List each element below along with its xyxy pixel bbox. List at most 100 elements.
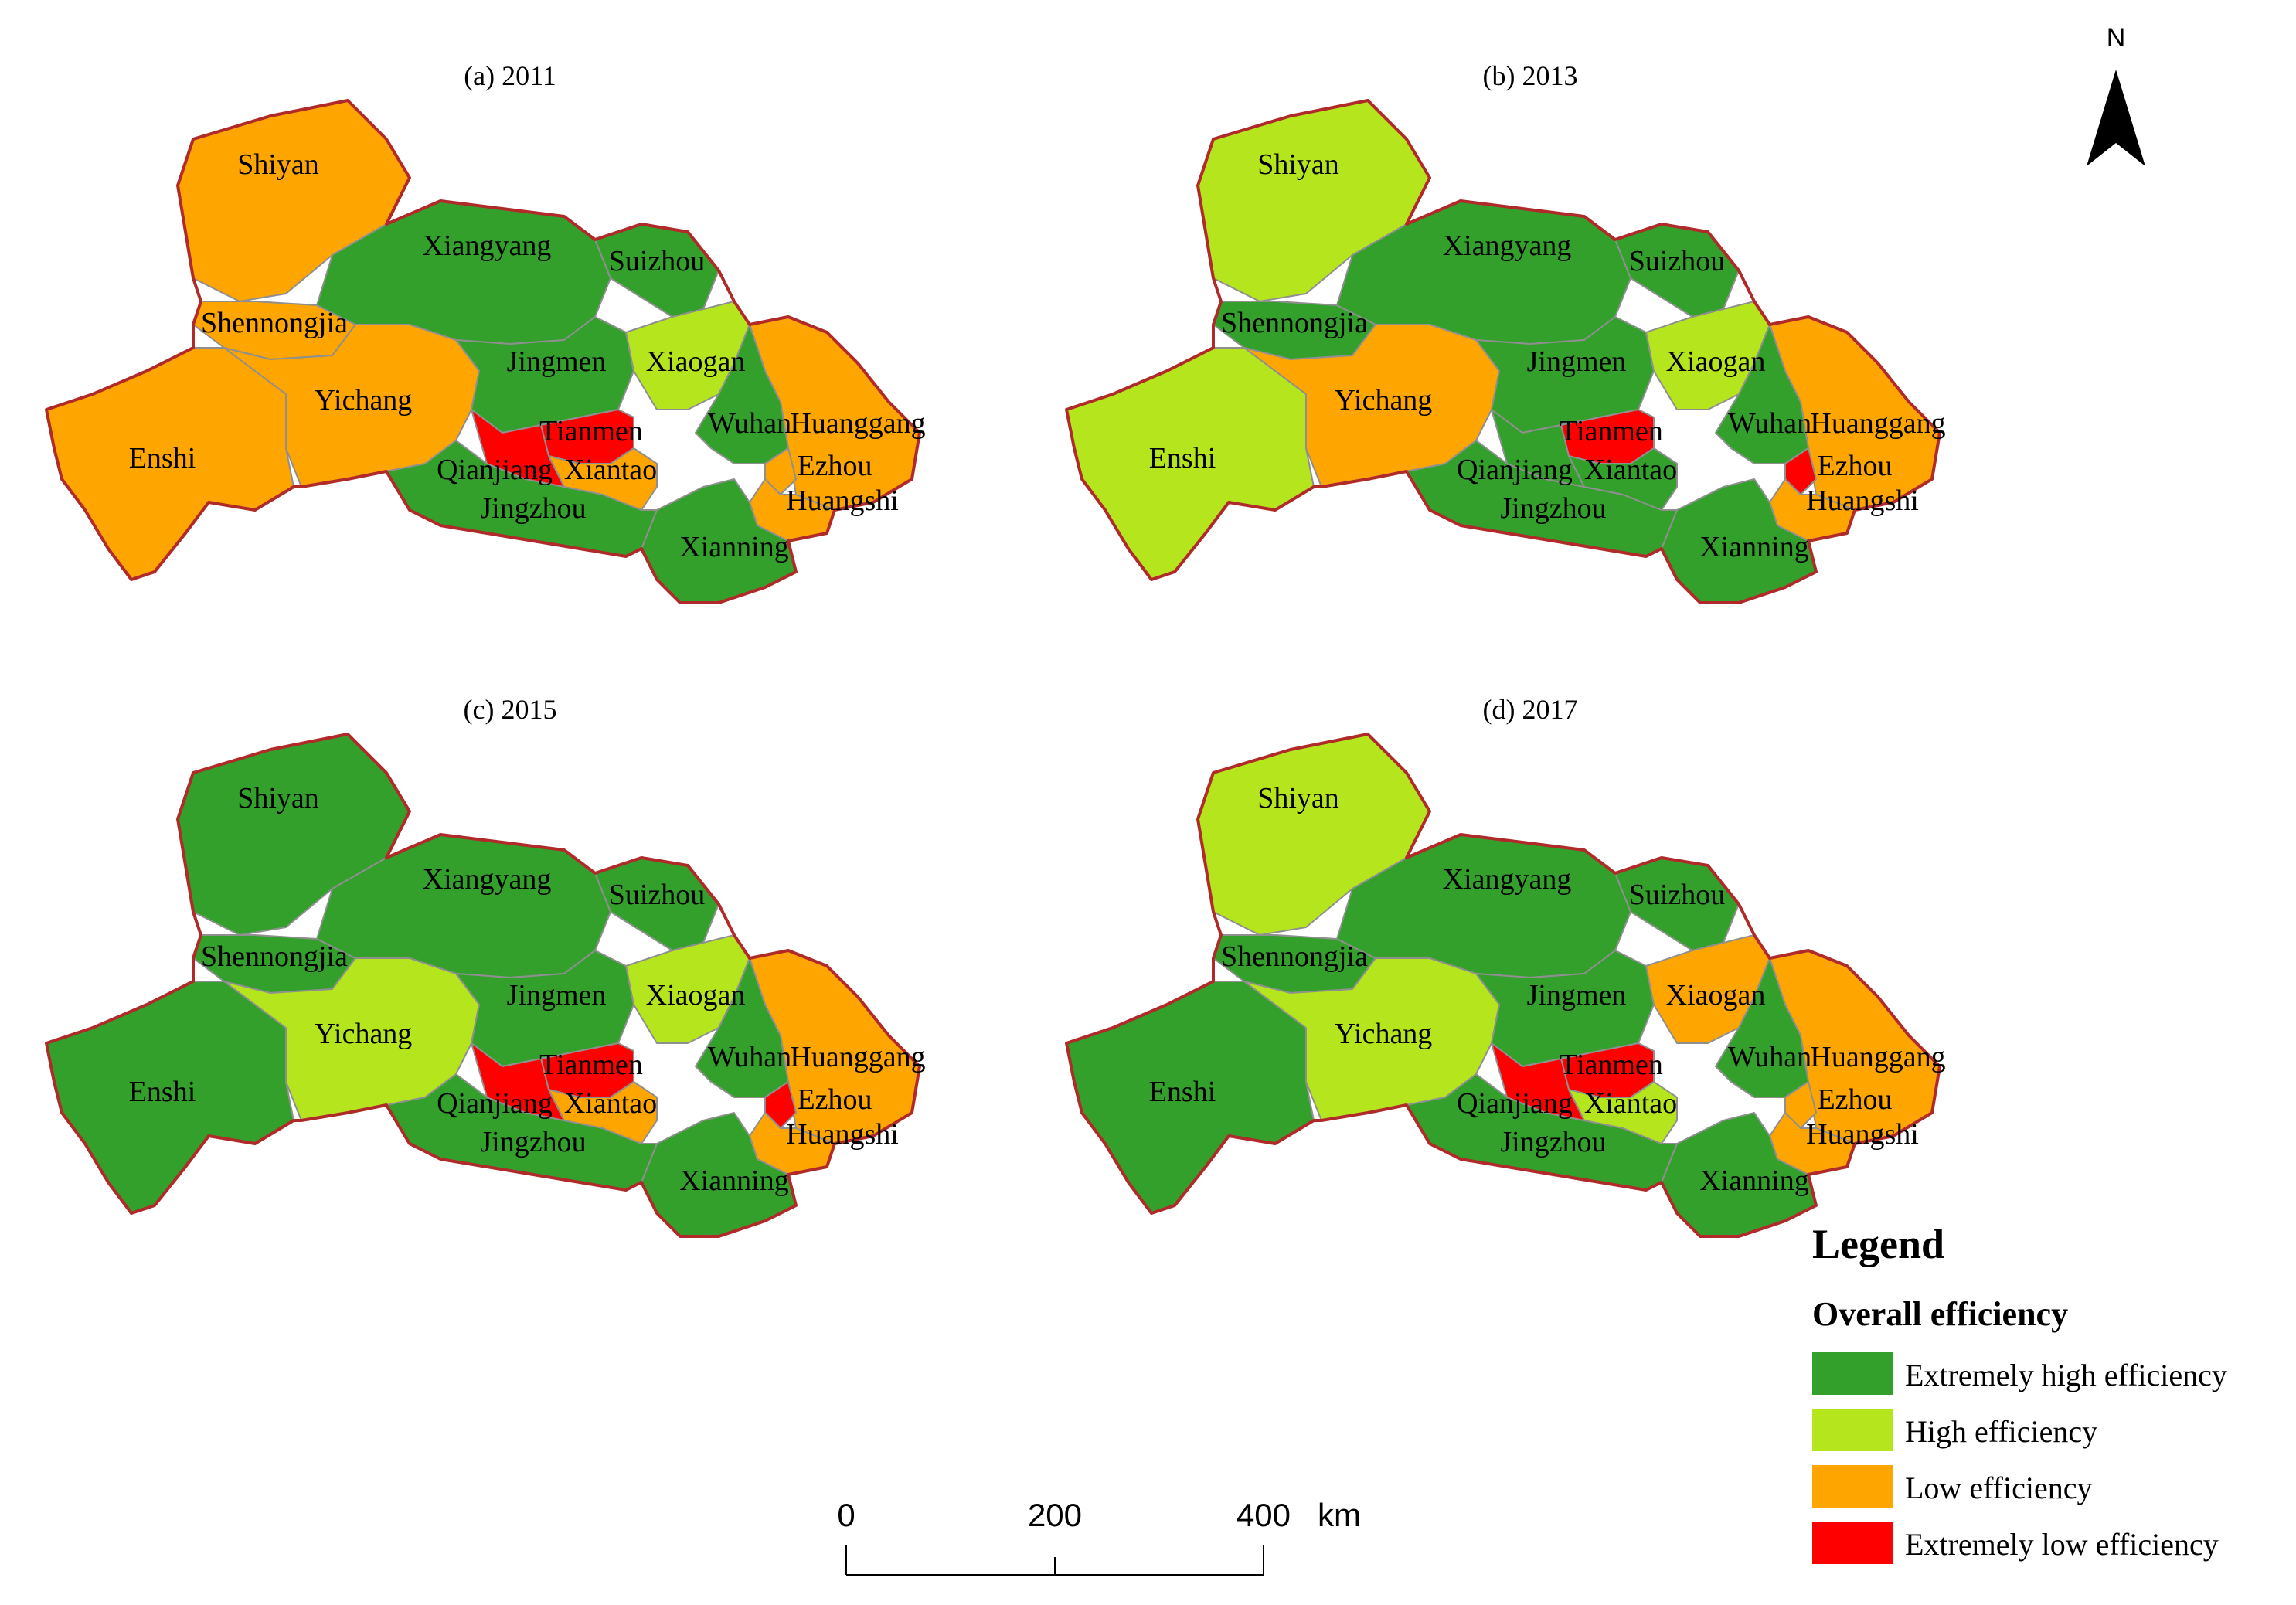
region-label-xiangyang: Xiangyang (423, 230, 552, 262)
region-label-xianning: Xianning (679, 531, 788, 563)
legend-label-low: Low efficiency (1905, 1471, 2092, 1505)
region-label-suizhou: Suizhou (609, 879, 706, 911)
legend-swatch-high (1812, 1409, 1893, 1451)
region-label-enshi: Enshi (129, 1076, 196, 1108)
region-label-huanggang: Huanggang (1810, 407, 1945, 440)
region-label-jingzhou: Jingzhou (1500, 1126, 1606, 1158)
region-label-yichang: Yichang (1335, 1018, 1433, 1050)
region-label-jingmen: Jingmen (1527, 979, 1627, 1012)
legend-swatch-extremely-high (1812, 1352, 1893, 1395)
map-panel-2015: Shiyan Shennongjia Xiangyang Suizhou Enshi Yi… (45, 733, 926, 1238)
region-label-enshi: Enshi (1149, 1076, 1216, 1108)
map-title-2013: (b) 2013 (1483, 60, 1578, 91)
region-label-jingzhou: Jingzhou (480, 1126, 586, 1158)
region-label-jingmen: Jingmen (507, 345, 607, 378)
region-label-huanggang: Huanggang (1810, 1041, 1945, 1073)
region-label-tianmen: Tianmen (539, 415, 643, 447)
map-title-2011: (a) 2011 (464, 60, 556, 91)
region-label-yichang: Yichang (315, 384, 413, 417)
region-label-yichang: Yichang (315, 1018, 413, 1050)
region-label-wuhan: Wuhan (708, 407, 791, 440)
region-label-jingmen: Jingmen (1527, 345, 1627, 378)
region-xiantao (548, 1081, 658, 1144)
north-label: N (2107, 23, 2126, 53)
region-label-xiantao: Xiantao (564, 454, 657, 486)
region-label-xiaogan: Xiaogan (646, 345, 746, 378)
map-title-2015: (c) 2015 (464, 694, 557, 725)
region-label-tianmen: Tianmen (1560, 415, 1663, 447)
region-label-shiyan: Shiyan (237, 148, 319, 181)
legend-swatch-extremely-low (1812, 1522, 1893, 1564)
region-label-xianning: Xianning (1699, 1165, 1808, 1197)
region-xiantao (1568, 447, 1678, 511)
region-label-qianjiang: Qianjiang (437, 454, 553, 486)
region-label-shennongjia: Shennongjia (1221, 940, 1368, 973)
region-label-xiangyang: Xiangyang (1443, 863, 1572, 896)
province-outline (45, 99, 921, 604)
legend-label-high: High efficiency (1905, 1414, 2097, 1449)
region-label-shiyan: Shiyan (1257, 782, 1339, 814)
region-label-suizhou: Suizhou (609, 245, 706, 277)
region-xiantao (1568, 1081, 1678, 1144)
region-label-wuhan: Wuhan (1728, 1041, 1811, 1073)
region-label-ezhou: Ezhou (797, 450, 872, 482)
region-label-enshi: Enshi (129, 442, 196, 474)
map-panel-2017: Shiyan Shennongjia Xiangyang Suizhou Enshi Yi… (1065, 733, 1946, 1238)
region-label-xiaogan: Xiaogan (1666, 345, 1766, 378)
north-arrow-icon (2087, 70, 2145, 166)
north-arrow: N (2087, 23, 2145, 166)
legend: Legend Overall efficiency Extremely high… (1812, 1221, 2227, 1564)
legend-title: Legend (1812, 1221, 1944, 1267)
region-label-jingzhou: Jingzhou (480, 492, 586, 525)
region-label-qianjiang: Qianjiang (437, 1087, 553, 1120)
map-title-2017: (d) 2017 (1483, 694, 1578, 725)
region-label-tianmen: Tianmen (539, 1049, 643, 1081)
region-label-wuhan: Wuhan (708, 1041, 791, 1073)
region-label-xianning: Xianning (679, 1165, 788, 1197)
legend-subtitle: Overall efficiency (1812, 1295, 2068, 1333)
region-label-xiantao: Xiantao (1584, 454, 1677, 486)
region-label-xianning: Xianning (1699, 531, 1808, 563)
map-panel-2013: Shiyan Shennongjia Xiangyang Suizhou Enshi Yi… (1065, 99, 1946, 604)
region-label-shennongjia: Shennongjia (1221, 307, 1368, 339)
province-outline (1065, 733, 1941, 1238)
region-label-enshi: Enshi (1149, 442, 1216, 474)
region-label-huangshi: Huangshi (786, 1118, 899, 1151)
region-label-ezhou: Ezhou (797, 1083, 872, 1116)
region-qianjiang (1491, 1042, 1585, 1121)
region-qianjiang (1491, 409, 1585, 488)
region-label-wuhan: Wuhan (1728, 407, 1811, 440)
region-label-jingzhou: Jingzhou (1500, 492, 1606, 525)
region-label-shiyan: Shiyan (1257, 148, 1339, 181)
region-label-huangshi: Huangshi (786, 485, 899, 517)
region-label-xiaogan: Xiaogan (1666, 979, 1766, 1012)
region-xiantao (548, 447, 658, 511)
region-label-ezhou: Ezhou (1817, 1083, 1892, 1116)
region-label-ezhou: Ezhou (1817, 450, 1892, 482)
region-label-xiangyang: Xiangyang (423, 863, 552, 896)
scale-unit: km (1318, 1497, 1361, 1533)
region-label-jingmen: Jingmen (507, 979, 607, 1012)
legend-label-extremely-high: Extremely high efficiency (1905, 1358, 2227, 1392)
map-panel-2011: Shiyan Shennongjia Xiangyang Suizhou Enshi Yi… (45, 99, 926, 604)
region-label-xiantao: Xiantao (564, 1087, 657, 1120)
region-label-xiaogan: Xiaogan (646, 979, 746, 1012)
region-label-huanggang: Huanggang (790, 407, 925, 440)
region-label-yichang: Yichang (1335, 384, 1433, 417)
scale-bar: 0 200 400 km (837, 1497, 1361, 1576)
region-label-suizhou: Suizhou (1629, 879, 1726, 911)
region-label-qianjiang: Qianjiang (1457, 1087, 1573, 1120)
province-outline (45, 733, 921, 1238)
region-label-huangshi: Huangshi (1806, 485, 1919, 517)
region-label-xiangyang: Xiangyang (1443, 230, 1572, 262)
region-label-suizhou: Suizhou (1629, 245, 1726, 277)
region-label-tianmen: Tianmen (1560, 1049, 1663, 1081)
province-outline (1065, 99, 1941, 604)
region-label-qianjiang: Qianjiang (1457, 454, 1573, 486)
scale-tick-400: 400 (1236, 1497, 1291, 1533)
region-label-shennongjia: Shennongjia (201, 307, 348, 339)
region-label-huanggang: Huanggang (790, 1041, 925, 1073)
region-label-xiantao: Xiantao (1584, 1087, 1677, 1120)
region-label-shiyan: Shiyan (237, 782, 319, 814)
